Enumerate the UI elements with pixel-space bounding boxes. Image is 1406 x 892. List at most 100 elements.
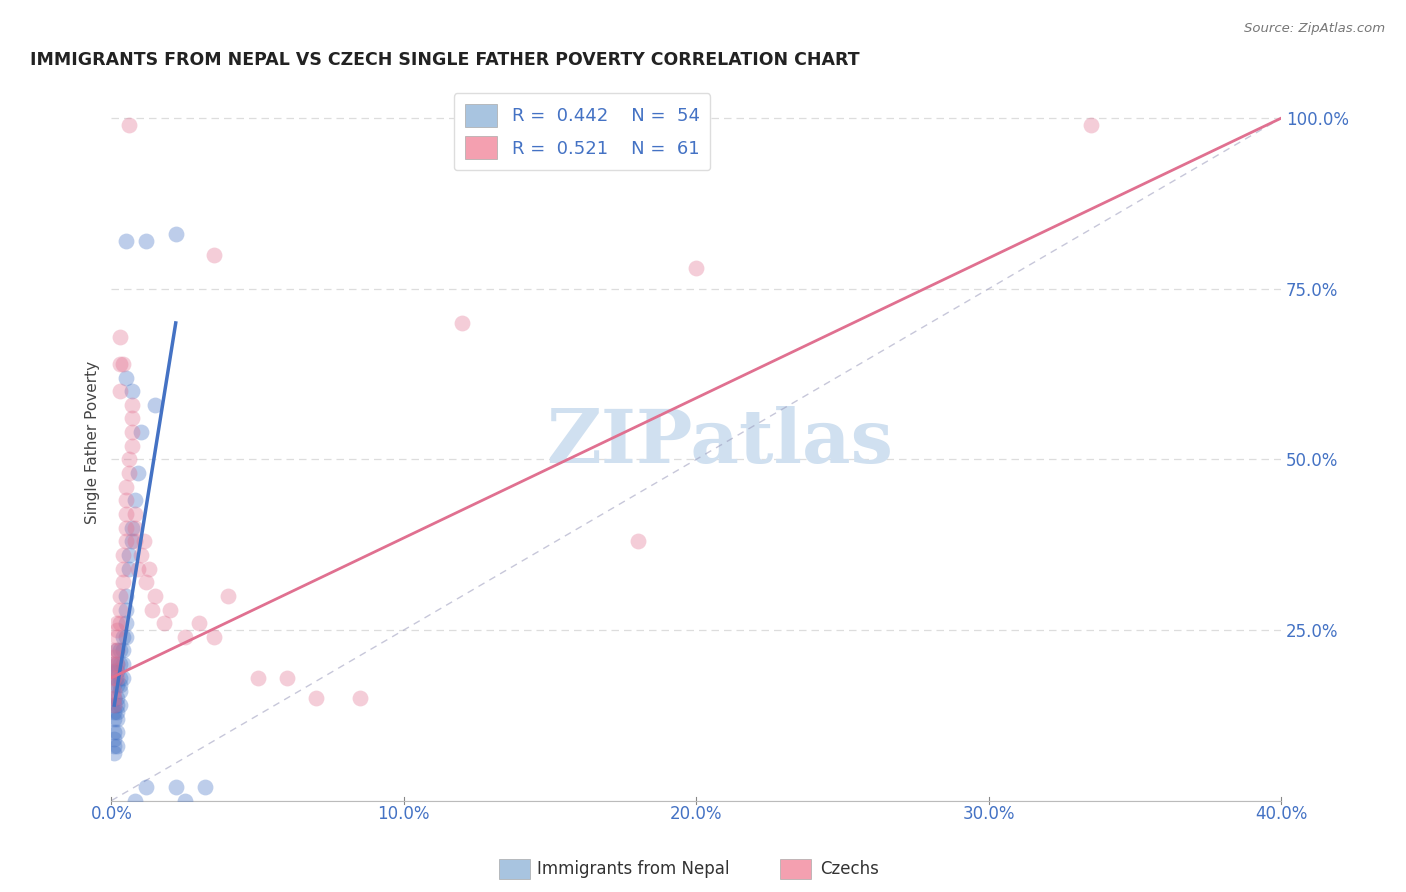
Point: [118, 548, 141, 562]
Point: [115, 234, 138, 248]
Point: [108, 678, 131, 692]
Y-axis label: Single Father Poverty: Single Father Poverty: [86, 360, 100, 524]
Point: [124, 794, 146, 808]
Point: [103, 657, 125, 672]
Point: [105, 630, 128, 644]
Point: [194, 780, 217, 794]
Point: [105, 616, 128, 631]
Point: [108, 684, 131, 698]
Point: [115, 493, 138, 508]
Point: [105, 712, 128, 726]
Point: [217, 589, 239, 603]
Point: [108, 329, 131, 343]
Point: [108, 698, 131, 712]
Point: [105, 739, 128, 753]
Point: [103, 684, 125, 698]
Point: [108, 657, 131, 672]
Point: [112, 357, 135, 371]
Point: [124, 493, 146, 508]
Point: [115, 534, 138, 549]
Point: [129, 425, 152, 439]
Point: [153, 616, 176, 631]
Point: [112, 671, 135, 685]
Point: [112, 630, 135, 644]
Point: [132, 534, 155, 549]
Text: Czechs: Czechs: [820, 860, 879, 878]
Point: [141, 602, 163, 616]
Point: [103, 712, 125, 726]
Point: [165, 227, 187, 242]
Point: [103, 725, 125, 739]
Point: [173, 630, 195, 644]
Point: [103, 746, 125, 760]
Point: [124, 507, 146, 521]
Point: [276, 671, 298, 685]
Point: [112, 575, 135, 590]
Point: [105, 691, 128, 706]
Point: [451, 316, 474, 330]
Point: [105, 671, 128, 685]
Point: [115, 630, 138, 644]
Point: [115, 370, 138, 384]
Point: [1080, 118, 1102, 132]
Point: [103, 739, 125, 753]
Point: [105, 664, 128, 678]
Point: [135, 780, 157, 794]
Point: [127, 466, 149, 480]
Point: [108, 602, 131, 616]
Point: [143, 398, 166, 412]
Point: [188, 616, 211, 631]
Point: [103, 664, 125, 678]
Point: [627, 534, 650, 549]
Legend: R =  0.442    N =  54, R =  0.521    N =  61: R = 0.442 N = 54, R = 0.521 N = 61: [454, 93, 710, 170]
Point: [112, 548, 135, 562]
Point: [105, 623, 128, 637]
Point: [124, 534, 146, 549]
Point: [112, 561, 135, 575]
Point: [121, 425, 143, 439]
Point: [135, 575, 157, 590]
Point: [108, 357, 131, 371]
Point: [108, 671, 131, 685]
Point: [103, 691, 125, 706]
Point: [115, 480, 138, 494]
Point: [115, 507, 138, 521]
Point: [104, 671, 127, 685]
Point: [108, 589, 131, 603]
Point: [108, 616, 131, 631]
Point: [105, 705, 128, 719]
Point: [103, 691, 125, 706]
Point: [159, 602, 181, 616]
Point: [112, 643, 135, 657]
Text: Source: ZipAtlas.com: Source: ZipAtlas.com: [1244, 22, 1385, 36]
Point: [143, 589, 166, 603]
Point: [118, 118, 141, 132]
Text: ZIPatlas: ZIPatlas: [546, 406, 893, 479]
Point: [135, 234, 157, 248]
Point: [118, 466, 141, 480]
Point: [105, 657, 128, 672]
Point: [127, 561, 149, 575]
Point: [103, 732, 125, 747]
Point: [138, 561, 160, 575]
Point: [105, 698, 128, 712]
Point: [105, 678, 128, 692]
Point: [103, 650, 125, 665]
Point: [305, 691, 328, 706]
Point: [108, 643, 131, 657]
Point: [115, 616, 138, 631]
Point: [105, 643, 128, 657]
Point: [103, 678, 125, 692]
Point: [173, 794, 195, 808]
Point: [112, 657, 135, 672]
Point: [124, 521, 146, 535]
Point: [101, 643, 124, 657]
Text: Immigrants from Nepal: Immigrants from Nepal: [537, 860, 730, 878]
Point: [105, 657, 128, 672]
Point: [115, 602, 138, 616]
Point: [121, 534, 143, 549]
Point: [115, 521, 138, 535]
Point: [202, 630, 225, 644]
Point: [104, 664, 127, 678]
Text: IMMIGRANTS FROM NEPAL VS CZECH SINGLE FATHER POVERTY CORRELATION CHART: IMMIGRANTS FROM NEPAL VS CZECH SINGLE FA…: [30, 51, 859, 69]
